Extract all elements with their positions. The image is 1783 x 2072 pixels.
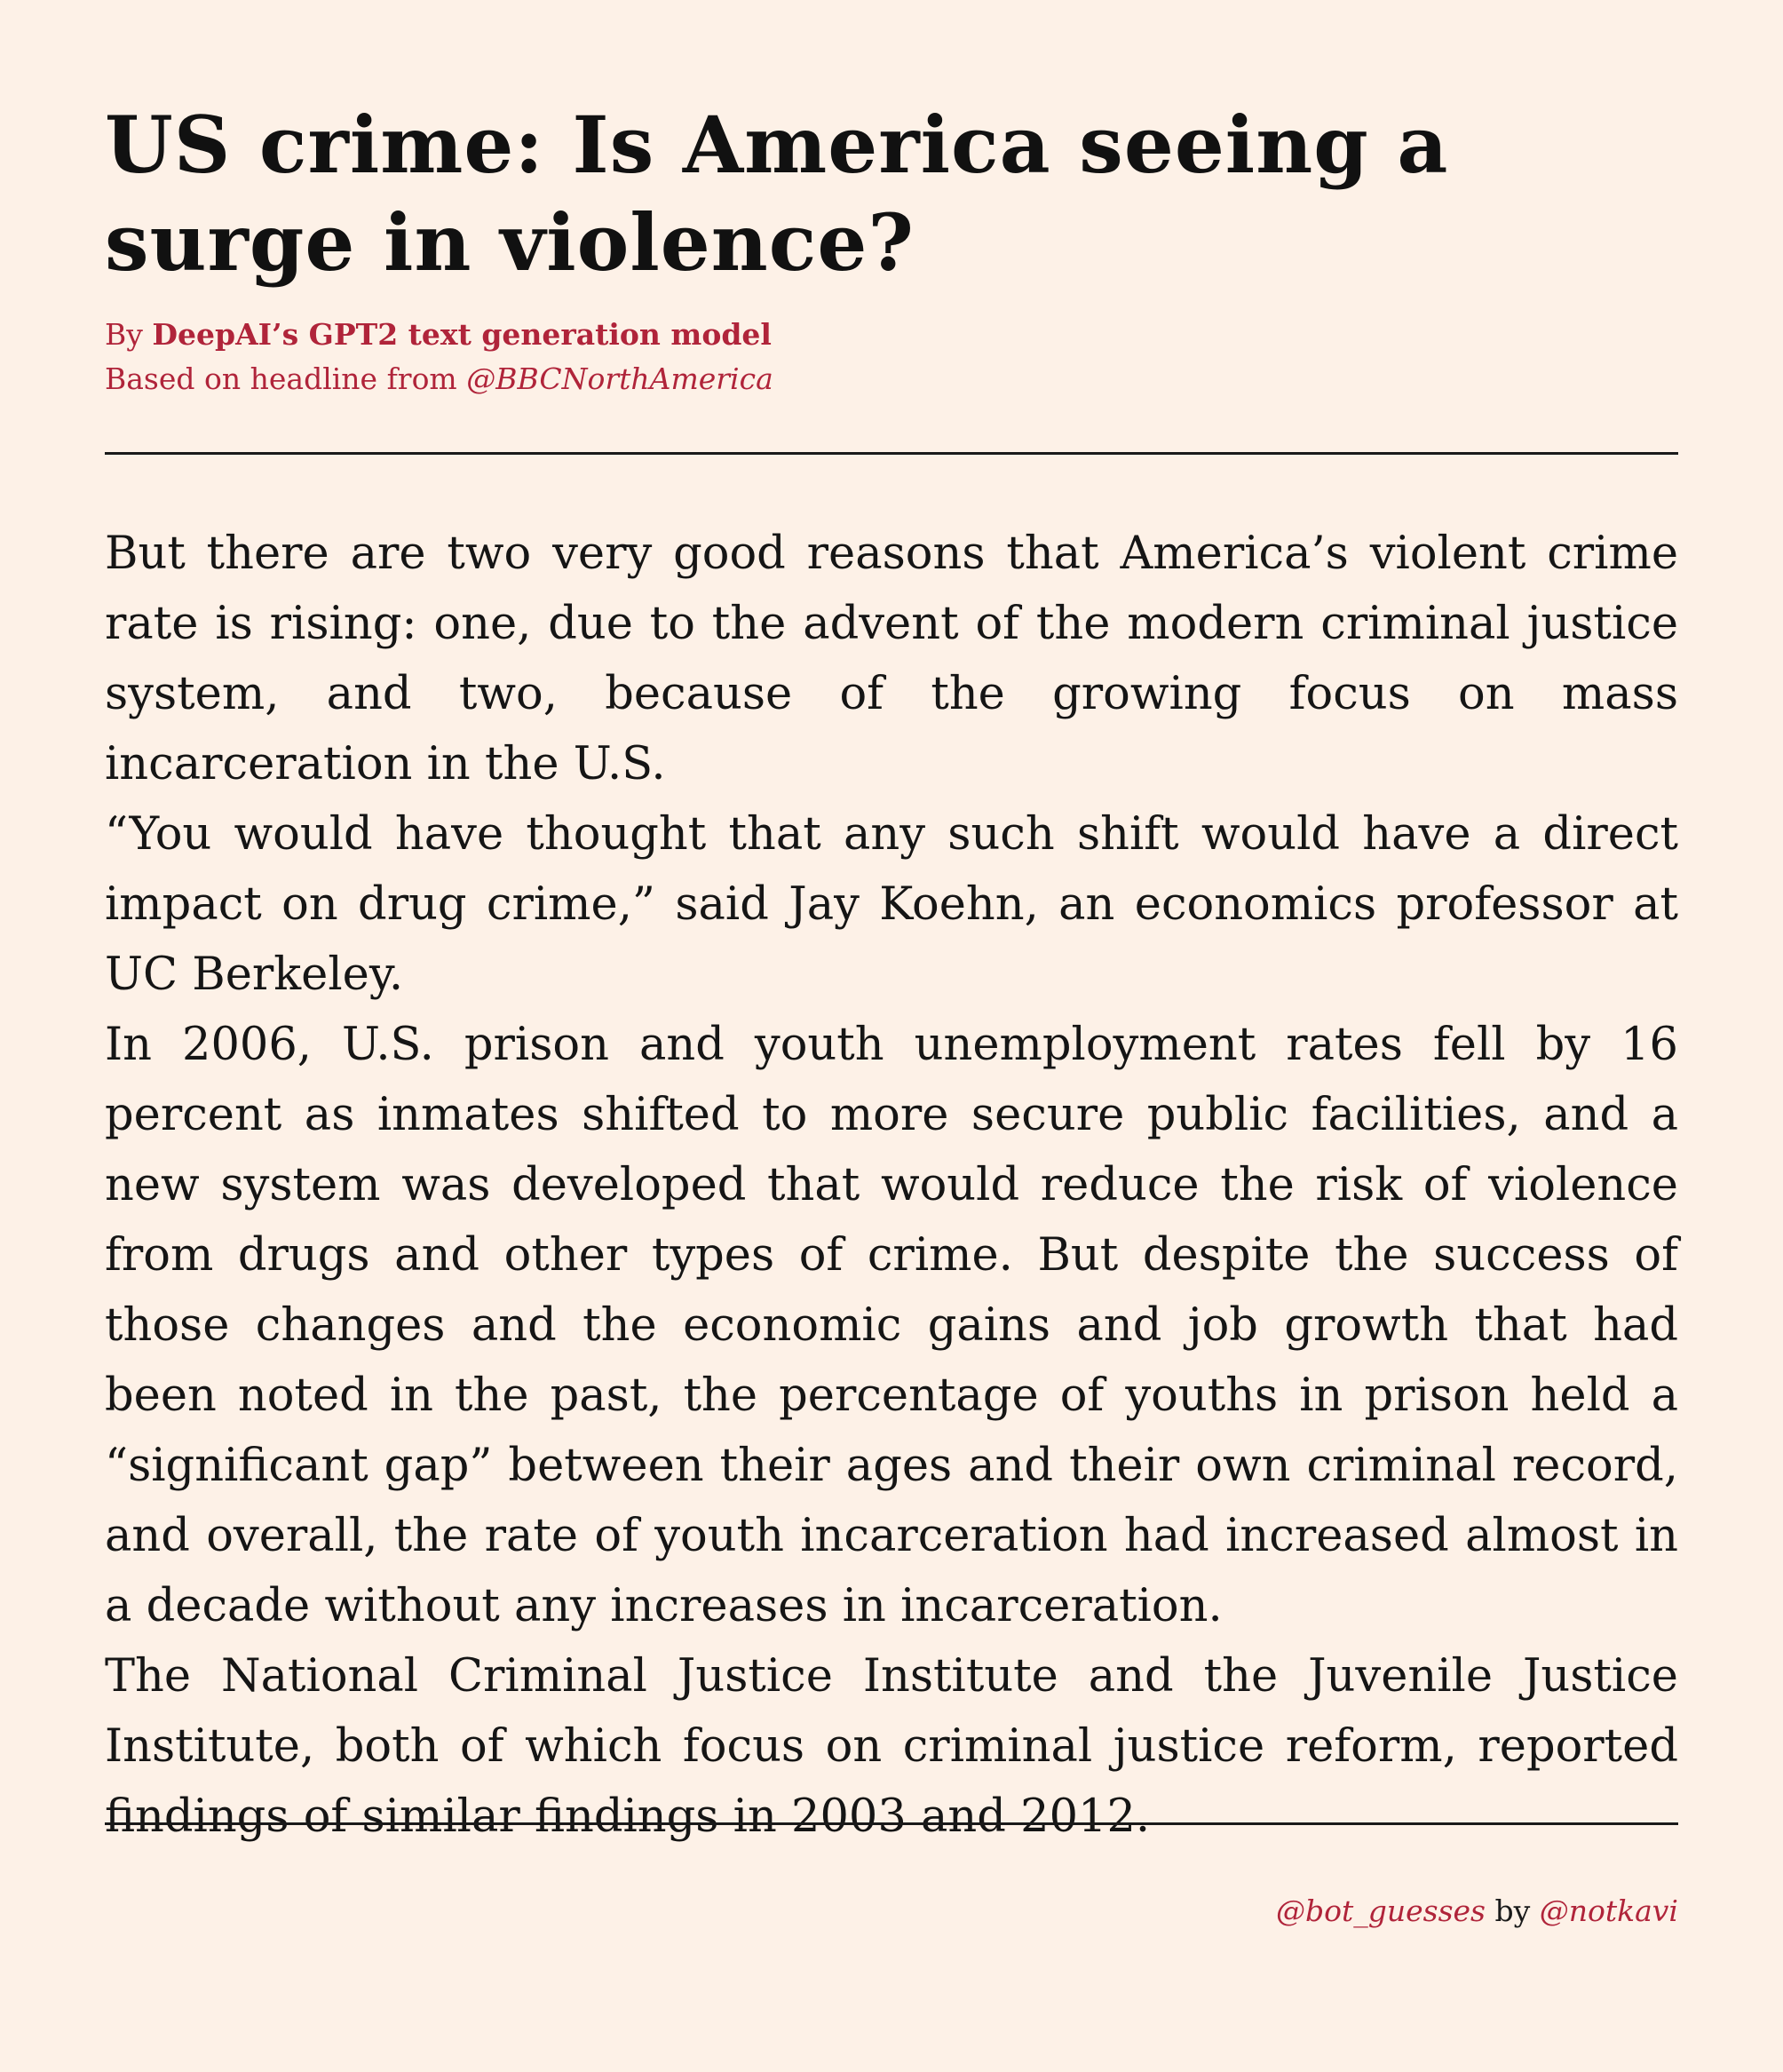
article-body: But there are two very good reasons that… [105, 519, 1678, 1852]
article-paragraph-2: “You would have thought that any such sh… [105, 808, 1678, 1001]
footer-credit: @bot_guesses by @notkavi [1276, 1892, 1678, 1931]
headline: US crime: Is America seeing a surge in v… [105, 99, 1449, 289]
article-paragraph-3: In 2006, U.S. prison and youth unemploym… [105, 1019, 1678, 1632]
article-paragraph-4: The National Criminal Justice Institute … [105, 1650, 1678, 1843]
footer-by: by [1485, 1893, 1540, 1928]
byline-prefix: By [105, 317, 153, 352]
source-handle-link[interactable]: @BBCNorthAmerica [466, 361, 773, 396]
bottom-divider [105, 1822, 1678, 1825]
byline: By DeepAI’s GPT2 text generation model B… [105, 313, 773, 401]
byline-author: DeepAI’s GPT2 text generation model [152, 317, 772, 352]
creator-handle-link[interactable]: @notkavi [1539, 1893, 1678, 1928]
author-line: By DeepAI’s GPT2 text generation model [105, 313, 773, 357]
source-prefix: Based on headline from [105, 361, 467, 396]
article-paragraph-1: But there are two very good reasons that… [105, 528, 1678, 790]
top-divider [105, 452, 1678, 455]
source-line: Based on headline from @BBCNorthAmerica [105, 357, 773, 401]
bot-handle-link[interactable]: @bot_guesses [1275, 1893, 1486, 1928]
